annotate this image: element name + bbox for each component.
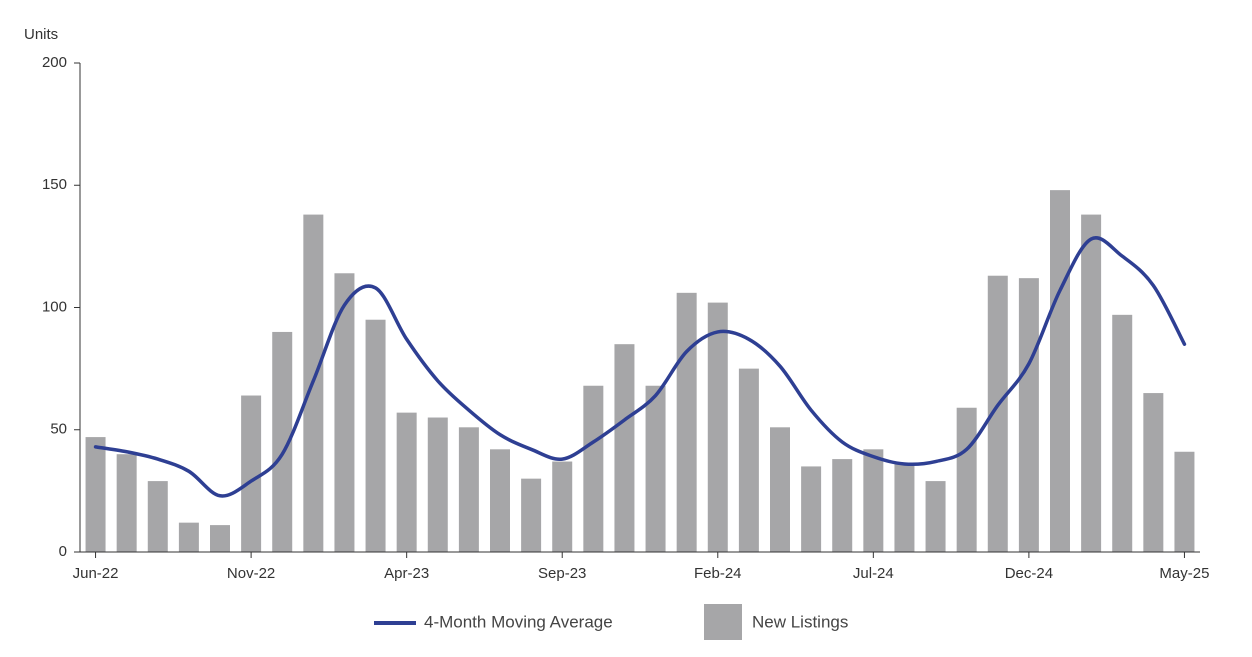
x-tick-label: Dec-24 <box>1005 565 1053 582</box>
y-tick-label: 150 <box>42 176 67 193</box>
bar <box>583 385 604 552</box>
bar <box>396 412 417 552</box>
x-tick-label: Jul-24 <box>853 565 894 582</box>
bar <box>1174 451 1195 552</box>
bar <box>334 273 355 552</box>
bar <box>645 385 666 552</box>
bar <box>614 344 635 552</box>
legend-label: New Listings <box>752 612 848 631</box>
bar <box>987 275 1008 552</box>
y-tick-label: 200 <box>42 54 67 71</box>
bar <box>676 292 697 552</box>
bar <box>365 319 386 552</box>
x-tick-label: Sep-23 <box>538 565 586 582</box>
bar <box>1018 278 1039 552</box>
bar <box>832 459 853 552</box>
bar <box>956 407 977 552</box>
y-tick-label: 50 <box>50 421 67 438</box>
bar <box>707 302 728 552</box>
y-tick-label: 0 <box>59 543 67 560</box>
bar <box>894 463 915 552</box>
bar <box>801 466 822 552</box>
bar <box>116 454 137 552</box>
legend-swatch <box>704 604 742 640</box>
legend: 4-Month Moving Average New Listings <box>374 604 848 640</box>
legend-label: 4-Month Moving Average <box>424 612 613 631</box>
bar <box>1112 314 1133 552</box>
bar <box>863 449 884 552</box>
x-tick-label: Nov-22 <box>227 565 275 582</box>
y-tick-label: 100 <box>42 298 67 315</box>
bar <box>178 522 199 552</box>
bar <box>552 461 573 552</box>
bar <box>147 481 168 552</box>
bar <box>427 417 448 552</box>
bar <box>1050 190 1070 552</box>
bar <box>458 427 479 552</box>
bar <box>738 368 759 552</box>
bar <box>210 525 230 552</box>
bar <box>521 478 542 552</box>
bar <box>1143 393 1164 552</box>
bar <box>85 437 106 552</box>
x-tick-label: May-25 <box>1159 565 1209 582</box>
bar <box>490 449 510 552</box>
x-tick-label: Feb-24 <box>694 565 742 582</box>
x-tick-label: Apr-23 <box>384 565 429 582</box>
x-tick-label: Jun-22 <box>73 565 119 582</box>
bar <box>1081 214 1102 552</box>
bar <box>241 395 262 552</box>
bar <box>770 427 790 552</box>
bar <box>272 331 293 552</box>
y-axis-label: Units <box>24 26 58 43</box>
line <box>93 236 1187 498</box>
bar <box>925 481 946 552</box>
